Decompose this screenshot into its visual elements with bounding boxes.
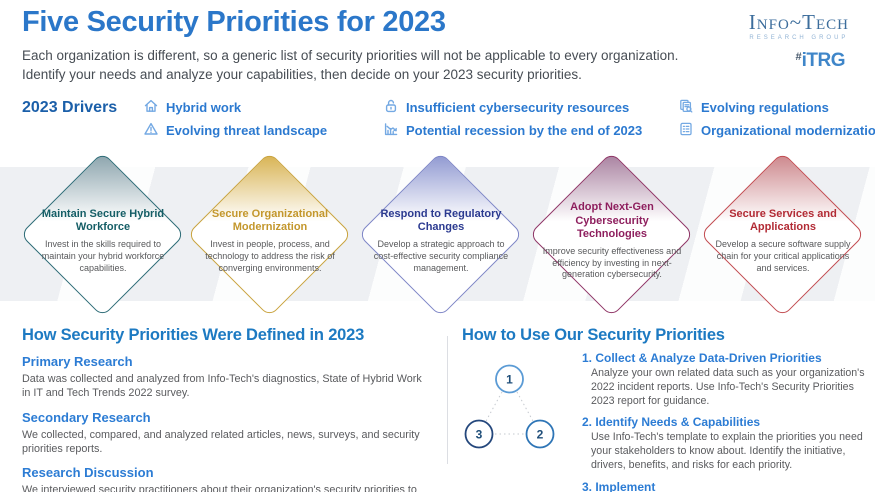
usage-heading: How to Use Our Security Priorities: [462, 326, 725, 344]
sub-title: Secondary Research: [22, 409, 151, 425]
diagram-node-2: 2: [537, 428, 544, 442]
priority-title: Adopt Next-Gen Cybersecurity Technologie…: [570, 200, 654, 241]
checklist-icon: [678, 121, 694, 140]
diamond-text: Respond to Regulatory Changes Develop a …: [368, 192, 514, 290]
step-title: 3. Implement: [582, 479, 656, 492]
sub-title: Research Discussion: [22, 465, 154, 480]
declining-chart-icon: [383, 121, 399, 140]
driver-label: Potential recession by the end of 2023: [406, 123, 643, 138]
step-2: 2. Identify Needs & Capabilities Use Inf…: [582, 415, 865, 472]
step-3: 3. Implement Refer to our recommendation…: [582, 480, 865, 492]
house-icon: [143, 98, 159, 117]
priority-title: Secure Services and Applications: [729, 207, 837, 234]
column-divider: [447, 336, 448, 464]
page-title: Five Security Priorities for 2023: [22, 6, 446, 38]
driver-organizational-modernization: Organizational modernization: [678, 121, 875, 140]
driver-label: Evolving threat landscape: [166, 123, 328, 138]
diamond-text: Secure Services and Applications Develop…: [710, 192, 856, 290]
driver-label: Organizational modernization: [701, 123, 875, 138]
priority-description: Develop a strategic approach to cost-eff…: [373, 239, 509, 273]
diagram-node-3: 3: [476, 428, 483, 442]
subtitle-line-2: Identify your needs and analyze your cap…: [22, 67, 582, 83]
priority-diamond-secure-services: Secure Services and Applications Develop…: [698, 150, 868, 320]
research-discussion-block: Research Discussion We interviewed secur…: [22, 465, 427, 492]
step-body: Analyze your own related data such as yo…: [591, 367, 865, 407]
step-title: 1. Collect & Analyze Data-Driven Priorit…: [582, 351, 822, 365]
infotech-logo: Info~Tech RESEARCH GROUP #iTRG: [749, 12, 849, 72]
priority-title: Respond to Regulatory Changes: [380, 207, 502, 234]
logo-brand-text: Info~Tech: [748, 10, 849, 34]
step-1: 1. Collect & Analyze Data-Driven Priorit…: [582, 351, 865, 408]
priority-diamond-nextgen-cybersecurity: Adopt Next-Gen Cybersecurity Technologie…: [527, 150, 697, 320]
driver-insufficient-resources: Insufficient cybersecurity resources: [383, 98, 629, 117]
padlock-icon: [383, 98, 399, 117]
sub-body: We collected, compared, and analyzed rel…: [22, 428, 420, 455]
diamond-text: Secure Organizational Modernization Inve…: [197, 192, 343, 290]
secondary-research-block: Secondary Research We collected, compare…: [22, 410, 427, 457]
page-subtitle: Each organization is different, so a gen…: [22, 46, 678, 84]
sub-body: We interviewed security practitioners ab…: [22, 484, 417, 492]
driver-label: Hybrid work: [166, 100, 242, 115]
step-body: Use Info-Tech's template to explain the …: [591, 431, 863, 471]
warning-triangle-icon: [143, 121, 159, 140]
driver-label: Insufficient cybersecurity resources: [406, 100, 630, 115]
priority-description: Invest in people, process, and technolog…: [205, 239, 335, 273]
usage-section: How to Use Our Security Priorities 1 3 2…: [462, 326, 865, 492]
documents-magnifier-icon: [678, 98, 694, 117]
sub-body: Data was collected and analyzed from Inf…: [22, 373, 422, 400]
priority-description: Invest in the skills required to maintai…: [41, 239, 165, 273]
diagram-node-1: 1: [506, 373, 513, 387]
subtitle-line-1: Each organization is different, so a gen…: [22, 48, 679, 63]
priority-diamond-hybrid-workforce: Maintain Secure Hybrid Workforce Invest …: [18, 150, 188, 320]
itrg-logo: #iTRG: [749, 50, 849, 72]
usage-steps: 1. Collect & Analyze Data-Driven Priorit…: [582, 351, 865, 492]
primary-research-block: Primary Research Data was collected and …: [22, 354, 427, 401]
driver-hybrid-work: Hybrid work: [143, 98, 241, 117]
itrg-hash: #: [795, 51, 802, 63]
diamond-text: Maintain Secure Hybrid Workforce Invest …: [30, 192, 176, 290]
driver-label: Evolving regulations: [701, 100, 829, 115]
logo-subtext: RESEARCH GROUP: [749, 35, 849, 41]
driver-potential-recession: Potential recession by the end of 2023: [383, 121, 642, 140]
priority-description: Develop a secure software supply chain f…: [715, 239, 851, 273]
driver-threat-landscape: Evolving threat landscape: [143, 121, 327, 140]
priority-diamond-organizational-modernization: Secure Organizational Modernization Inve…: [185, 150, 355, 320]
step-title: 2. Identify Needs & Capabilities: [582, 415, 761, 430]
priority-title: Maintain Secure Hybrid Workforce: [41, 207, 165, 234]
diamond-text: Adopt Next-Gen Cybersecurity Technologie…: [539, 192, 685, 290]
priority-diamond-regulatory-changes: Respond to Regulatory Changes Develop a …: [356, 150, 526, 320]
priority-title: Secure Organizational Modernization: [211, 207, 329, 234]
driver-evolving-regulations: Evolving regulations: [678, 98, 829, 117]
defined-section: How Security Priorities Were Defined in …: [22, 326, 427, 492]
step-triangle-diagram: 1 3 2: [456, 354, 564, 471]
drivers-label: 2023 Drivers: [22, 99, 118, 116]
priority-description: Improve security effectiveness and effic…: [542, 246, 682, 280]
sub-title: Primary Research: [22, 354, 133, 369]
defined-heading: How Security Priorities Were Defined in …: [22, 326, 365, 344]
itrg-text: iTRG: [801, 50, 846, 71]
